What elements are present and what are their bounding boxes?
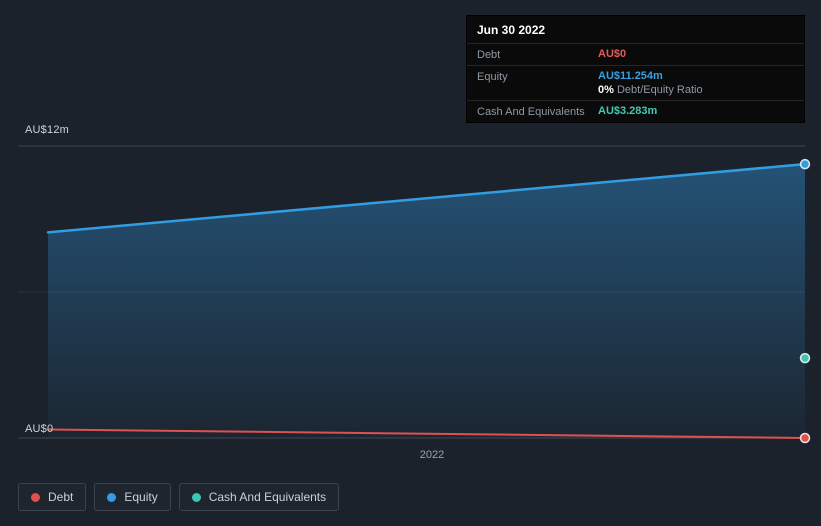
x-axis-tick: 2022 <box>419 449 445 461</box>
tooltip-cash-label: Cash And Equivalents <box>477 106 585 118</box>
tooltip-row-cash: Cash And Equivalents AU$3.283m <box>467 100 804 122</box>
legend-item-debt[interactable]: Debt <box>18 483 87 511</box>
legend-item-cash[interactable]: Cash And Equivalents <box>178 483 340 511</box>
tooltip-debt-label: Debt <box>477 49 501 61</box>
tooltip-equity-label: Equity <box>477 71 508 83</box>
tooltip-debt-equity-ratio: 0% Debt/Equity Ratio <box>598 84 703 96</box>
y-axis-label-bottom: AU$0 <box>25 423 54 435</box>
legend-cash-label: Cash And Equivalents <box>208 490 327 504</box>
chart-tooltip: Jun 30 2022 Debt AU$0 Equity AU$11.254m … <box>466 15 805 123</box>
legend-debt-label: Debt <box>48 490 74 504</box>
cash-legend-dot-icon <box>191 492 201 502</box>
y-axis-label-top: AU$12m <box>25 124 69 136</box>
equity-legend-dot-icon <box>107 492 117 502</box>
legend-item-equity[interactable]: Equity <box>94 483 171 511</box>
tooltip-date: Jun 30 2022 <box>477 23 546 37</box>
tooltip-row-debt: Debt AU$0 <box>467 43 804 65</box>
tooltip-debt-value: AU$0 <box>598 48 627 60</box>
tooltip-equity-value: AU$11.254m <box>598 70 663 82</box>
tooltip-cash-value: AU$3.283m <box>598 105 658 117</box>
debt-equity-history-chart[interactable] <box>0 0 821 478</box>
tooltip-row-equity: Equity AU$11.254m 0% Debt/Equity Ratio <box>467 65 804 100</box>
chart-legend: Debt Equity Cash And Equivalents <box>18 483 340 511</box>
legend-equity-label: Equity <box>124 490 158 504</box>
debt-legend-dot-icon <box>31 492 40 502</box>
